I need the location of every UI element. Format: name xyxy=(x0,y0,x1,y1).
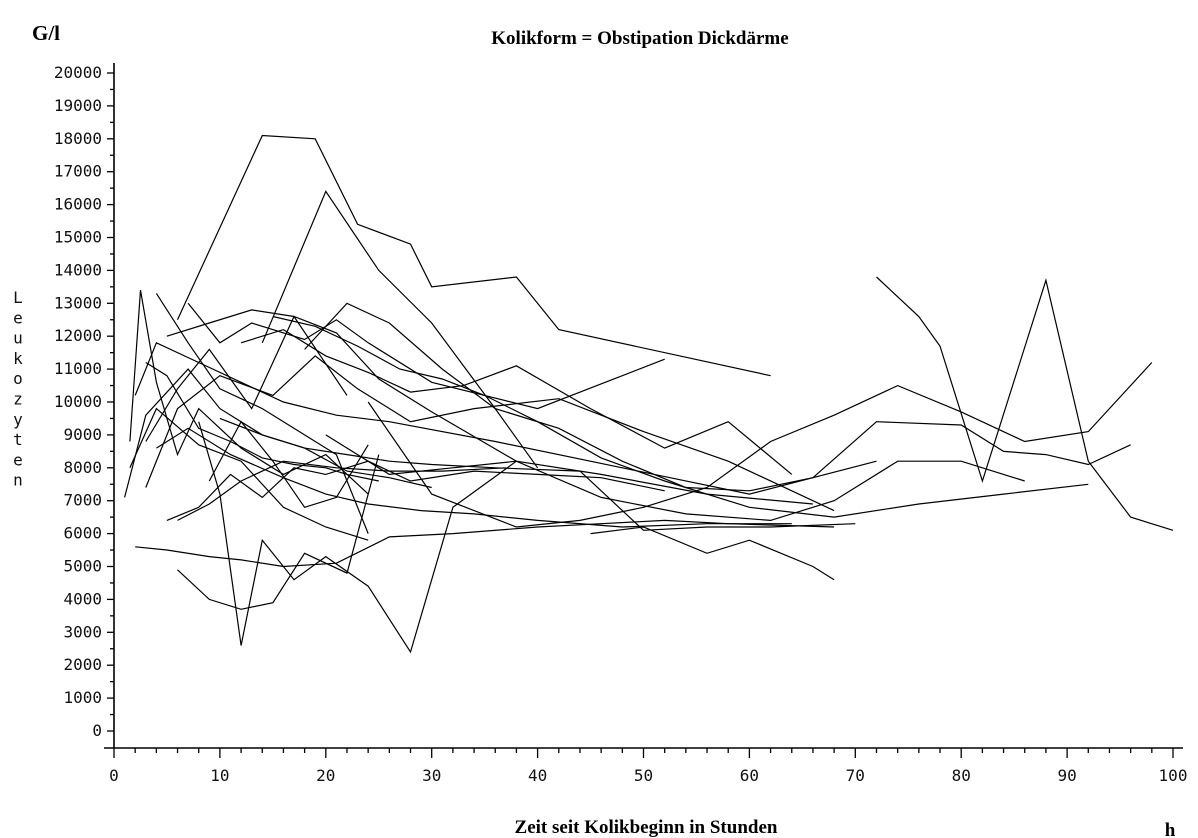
y-tick-label: 16000 xyxy=(54,195,102,214)
y-tick-label: 4000 xyxy=(63,589,102,608)
x-tick-label: 20 xyxy=(316,766,335,785)
series-line xyxy=(198,421,517,654)
series-line xyxy=(145,355,835,512)
y-tick-label: 20000 xyxy=(54,63,102,82)
x-tick-label: 0 xyxy=(109,766,119,785)
series-line xyxy=(129,407,369,541)
y-tick-label: 14000 xyxy=(54,260,102,279)
y-tick-label: 3000 xyxy=(63,622,102,641)
series-line xyxy=(156,427,792,528)
y-tick-label: 5000 xyxy=(63,557,102,576)
y-tick-label: 11000 xyxy=(54,359,102,378)
x-axis-label: Zeit seit Kolikbeginn in Stunden xyxy=(515,817,778,838)
y-tick-label: 2000 xyxy=(63,655,102,674)
x-tick-label: 30 xyxy=(422,766,441,785)
x-tick-label: 50 xyxy=(634,766,653,785)
y-tick-label: 8000 xyxy=(63,458,102,477)
y-axis-label-letter: o xyxy=(13,369,23,388)
series-line xyxy=(187,302,665,410)
x-tick-label: 90 xyxy=(1057,766,1076,785)
series-line xyxy=(367,362,1153,528)
series-line xyxy=(145,361,379,482)
axes xyxy=(104,63,1183,749)
series-line xyxy=(145,315,348,442)
y-ticks: 0 1000 2000 3000 4000 5000 6000 7000 8000 9000 100… xyxy=(54,63,114,740)
series-line xyxy=(304,302,1131,492)
series-line xyxy=(176,134,771,377)
x-ticks: 0 10 20 30 40 50 60 70 80 90 100 xyxy=(109,748,1187,785)
y-tick-label: 7000 xyxy=(63,491,102,510)
y-tick-label: 12000 xyxy=(54,326,102,345)
series-line xyxy=(177,454,380,610)
x-tick-label: 70 xyxy=(846,766,865,785)
x-tick-label: 60 xyxy=(740,766,759,785)
x-tick-label: 100 xyxy=(1159,766,1188,785)
y-axis-label-letter: e xyxy=(13,450,23,469)
x-tick-label: 40 xyxy=(528,766,547,785)
series-line xyxy=(240,328,793,475)
y-tick-label: 19000 xyxy=(54,96,102,115)
y-tick-label: 0 xyxy=(92,721,102,740)
series-line xyxy=(135,519,835,568)
y-axis-label-letter: t xyxy=(13,430,23,449)
x-tick-label: 10 xyxy=(210,766,229,785)
series-line xyxy=(134,341,877,495)
series-line xyxy=(590,526,835,581)
series-line xyxy=(208,420,369,509)
series-line xyxy=(129,289,369,495)
y-axis-label-letter: z xyxy=(13,390,23,409)
y-axis-label-letter: e xyxy=(13,308,23,327)
y-axis-label-letter: u xyxy=(13,329,23,348)
y-axis-label-letter: n xyxy=(13,471,23,490)
y-axis-label-letter: k xyxy=(13,349,23,368)
series-line xyxy=(177,460,506,521)
series-line xyxy=(325,434,1025,522)
series-group xyxy=(124,134,1174,654)
y-tick-label: 17000 xyxy=(54,162,102,181)
series-line xyxy=(261,190,539,469)
x-tick-label: 80 xyxy=(952,766,971,785)
y-axis-label-letter: y xyxy=(13,410,23,429)
y-tick-label: 9000 xyxy=(63,425,102,444)
series-line xyxy=(876,276,1174,531)
chart-title: Kolikform = Obstipation Dickdärme xyxy=(491,28,788,49)
y-tick-label: 1000 xyxy=(63,688,102,707)
series-line xyxy=(155,293,369,534)
x-axis-unit: h xyxy=(1165,820,1176,838)
y-tick-label: 15000 xyxy=(54,228,102,247)
y-tick-label: 18000 xyxy=(54,129,102,148)
y-tick-label: 6000 xyxy=(63,524,102,543)
y-axis-label-letter: L xyxy=(13,288,23,307)
y-axis-unit: G/l xyxy=(32,21,60,45)
series-line xyxy=(272,315,1089,518)
y-tick-label: 13000 xyxy=(54,293,102,312)
series-line xyxy=(166,309,813,505)
y-tick-label: 10000 xyxy=(54,392,102,411)
